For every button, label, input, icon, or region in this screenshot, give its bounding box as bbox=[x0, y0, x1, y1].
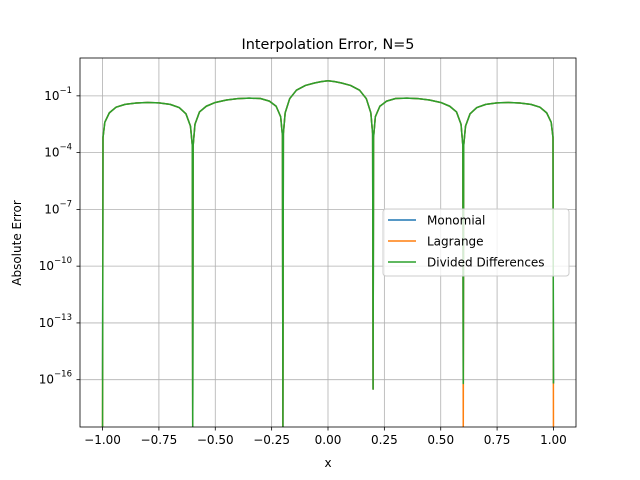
x-tick-label: 0.75 bbox=[484, 433, 511, 447]
y-tick-base: 10 bbox=[39, 316, 54, 330]
y-tick-label: 10−16 bbox=[39, 370, 72, 387]
x-tick-label: −0.25 bbox=[253, 433, 290, 447]
y-tick-base: 10 bbox=[44, 146, 59, 160]
x-tick-label: −1.00 bbox=[84, 433, 121, 447]
tick-layer: −1.00 −0.75 −0.50 −0.25 0.00 0.25 0.50 0.75 1.00… bbox=[39, 86, 567, 447]
y-tick-exponent: −7 bbox=[59, 199, 72, 209]
y-tick-exponent: −1 bbox=[59, 86, 72, 96]
y-tick-exponent: −4 bbox=[59, 143, 72, 153]
x-tick-label: 0.50 bbox=[427, 433, 454, 447]
legend-label: Lagrange bbox=[427, 235, 484, 249]
legend-entries: Monomial Lagrange Divided Differences bbox=[388, 214, 545, 270]
grid-layer bbox=[80, 58, 576, 427]
y-tick-label: 10−10 bbox=[39, 256, 72, 273]
y-tick-base: 10 bbox=[39, 373, 54, 387]
y-tick-label: 10−4 bbox=[44, 143, 72, 160]
y-tick-label: 10−7 bbox=[44, 199, 72, 216]
legend-box bbox=[382, 208, 570, 277]
x-tick-label: −0.50 bbox=[197, 433, 234, 447]
x-tick-label: 0.25 bbox=[371, 433, 398, 447]
y-tick-label: 10−13 bbox=[39, 313, 72, 330]
legend-label: Divided Differences bbox=[427, 256, 545, 270]
x-tick-label: 1.00 bbox=[540, 433, 567, 447]
series-layer bbox=[101, 79, 555, 427]
series-line-divided-differences bbox=[101, 79, 555, 427]
x-axis-label: x bbox=[324, 456, 331, 470]
legend-label: Monomial bbox=[427, 214, 485, 228]
y-tick-exponent: −13 bbox=[54, 313, 72, 323]
y-tick-base: 10 bbox=[44, 89, 59, 103]
x-tick-label: −0.75 bbox=[141, 433, 178, 447]
x-tick-label: 0.00 bbox=[315, 433, 342, 447]
y-tick-exponent: −10 bbox=[54, 256, 72, 266]
y-axis-label: Absolute Error bbox=[10, 200, 24, 286]
y-tick-base: 10 bbox=[44, 202, 59, 216]
legend: Monomial Lagrange Divided Differences bbox=[382, 208, 570, 277]
y-tick-label: 10−1 bbox=[44, 86, 72, 103]
y-tick-base: 10 bbox=[39, 259, 54, 273]
chart-title: Interpolation Error, N=5 bbox=[242, 37, 415, 53]
y-tick-exponent: −16 bbox=[54, 370, 72, 380]
